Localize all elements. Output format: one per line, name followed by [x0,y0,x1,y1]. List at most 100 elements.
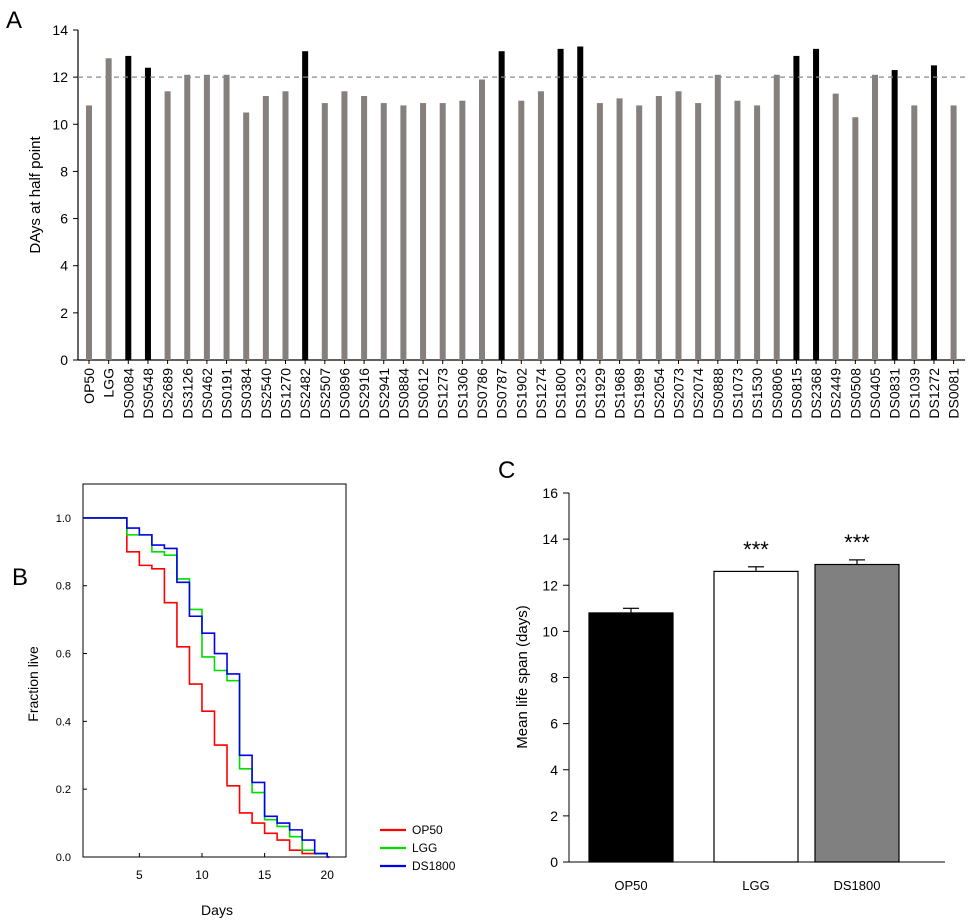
panel-a-xtick-label: DS0462 [199,368,215,419]
panel-c-letter: C [498,457,515,484]
panel-a-bar-ds1929 [596,103,603,361]
panel-a-ytick-label: 14 [52,22,68,38]
panel-a-xtick-label: DS0888 [710,368,726,419]
panel-c-ytick-label: 8 [550,670,558,686]
panel-a-ytick-label: 2 [60,305,68,321]
panel-a-ytick-label: 4 [60,258,68,274]
panel-a-bar-ds2689 [164,91,171,361]
panel-a-xtick-label: DS2482 [297,368,313,419]
panel-b-ytick-label: 0.8 [56,581,71,593]
panel-b-xlabel: Days [201,902,233,918]
panel-a-xtick-label: DS0384 [238,368,254,419]
panel-a-bar-ds1039 [911,105,918,360]
panel-c-xtick-label-lgg: LGG [742,878,769,893]
panel-a-xtick-label: DS2073 [671,368,687,419]
panel-a-xtick-label: DS2368 [808,368,824,419]
panel-b-xtick-label: 20 [321,868,335,882]
panel-b-legend-label-lgg: LGG [412,841,437,855]
panel-c-chart: Mean life span (days) 0 2 4 6 8 10 12 14 16 OP50 *… [514,485,945,893]
panel-a-bar-ds1530 [754,105,761,360]
panel-c-ytick-label: 2 [550,808,558,824]
panel-b-xtick-label: 5 [136,868,143,882]
panel-a-xtick-label: DS2916 [356,368,372,419]
panel-a-xtick-label: DS2054 [651,368,667,419]
panel-a-bar-ds0815 [793,55,800,361]
panel-a-bar-ds0612 [420,103,427,361]
panel-a-ylabel: DAys at half point [27,136,44,254]
panel-b-chart: Fraction live Days 0.0 0.2 0.4 0.6 0.8 1.0 5 10… [25,483,456,918]
panel-c-ylabel: Mean life span (days) [514,605,531,748]
panel-a-xtick-label: DS0084 [120,368,136,419]
panel-c-significance-lgg: *** [743,537,769,562]
panel-a-bar-ds0896 [341,91,348,361]
panel-a-bar-ds0884 [400,105,407,360]
panel-a-xtick-label: DS0884 [395,368,411,419]
panel-a-bar-ds0806 [773,74,780,361]
panel-a-bar-ds1273 [439,103,446,361]
panel-c-ytick-label: 6 [550,716,558,732]
panel-a-xtick-label: DS0405 [867,368,883,419]
panel-c-ytick-label: 14 [542,531,558,547]
panel-a-bar-ds2054 [655,96,662,360]
panel-a-xtick-label: LGG [101,368,117,398]
panel-a-xtick-label: DS0815 [788,368,804,419]
panel-b-xtick-label: 10 [195,868,209,882]
panel-a-bar-ds1968 [616,98,623,360]
panel-a-bar-ds0548 [144,67,151,360]
panel-c-ytick-label: 10 [542,623,558,639]
panel-b-ytick-label: 0.2 [56,784,71,796]
panel-a-bar-ds1800 [557,48,564,360]
panel-a-xtick-label: DS1929 [592,368,608,419]
panel-a-xtick-label: DS2540 [258,368,274,419]
panel-a-xtick-label: DS1800 [553,368,569,419]
panel-a-bar-ds2073 [675,91,682,361]
panel-c-ytick-label: 0 [550,854,558,870]
panel-b-ylabel: Fraction live [25,646,41,722]
panel-a-bar-ds2482 [302,51,309,360]
panel-a-xtick-label: DS1530 [749,368,765,419]
panel-a-bar-ds1989 [636,105,643,360]
panel-b-ytick-label: 0.6 [56,649,71,661]
panel-c-ytick-label: 12 [542,577,558,593]
panel-b-xtick-label: 15 [258,868,272,882]
panel-a-xtick-label: DS0786 [474,368,490,419]
panel-a-bar-ds1272 [930,65,937,360]
panel-a-bar-ds0384 [243,112,250,360]
panel-a-letter: A [6,7,22,34]
panel-a-ytick-label: 6 [60,211,68,227]
panel-a-bar-ds1923 [577,46,584,360]
panel-a-bar-op50 [86,105,92,360]
panel-a-xtick-label: DS0548 [140,368,156,419]
panel-a-bar-ds1270 [282,91,289,361]
panel-a-xtick-label: DS0191 [219,368,235,419]
panel-a-xtick-label: DS2507 [317,368,333,419]
panel-a-xtick-label: DS1272 [926,368,942,419]
panel-a-bar-ds3126 [184,74,191,361]
panel-a-xtick-label: DS1968 [612,368,628,419]
panel-a-xtick-label: DS2941 [376,368,392,419]
panel-b-frame [82,483,347,858]
panel-b-ytick-label: 0.0 [56,852,71,864]
panel-b-line-op50 [83,517,330,858]
panel-a-xtick-label: DS0896 [336,368,352,419]
panel-c-significance-ds1800: *** [844,530,870,555]
panel-a-bar-ds0084 [125,55,132,361]
panel-a-xtick-label: DS2074 [690,368,706,419]
panel-a-bar-ds2449 [832,93,839,361]
panel-a-ytick-label: 0 [60,352,68,368]
panel-a-xtick-label: DS0508 [847,368,863,419]
panel-a-xtick-label: DS1989 [631,368,647,419]
panel-c-bar-ds1800 [814,563,900,863]
panel-c-bar-lgg [713,570,799,863]
panel-a-xtick-label: DS1039 [906,368,922,419]
panel-a-bar-ds1274 [537,91,544,361]
panel-a-bar-ds0508 [852,117,859,360]
panel-b-line-ds1800 [83,517,330,858]
panel-a-xtick-label: DS0787 [494,368,510,419]
panel-a-xtick-label: DS1270 [278,368,294,419]
panel-a-xtick-label: DS3126 [179,368,195,419]
panel-b-ytick-label: 0.4 [56,716,71,728]
panel-a-bar-ds0831 [891,70,898,361]
